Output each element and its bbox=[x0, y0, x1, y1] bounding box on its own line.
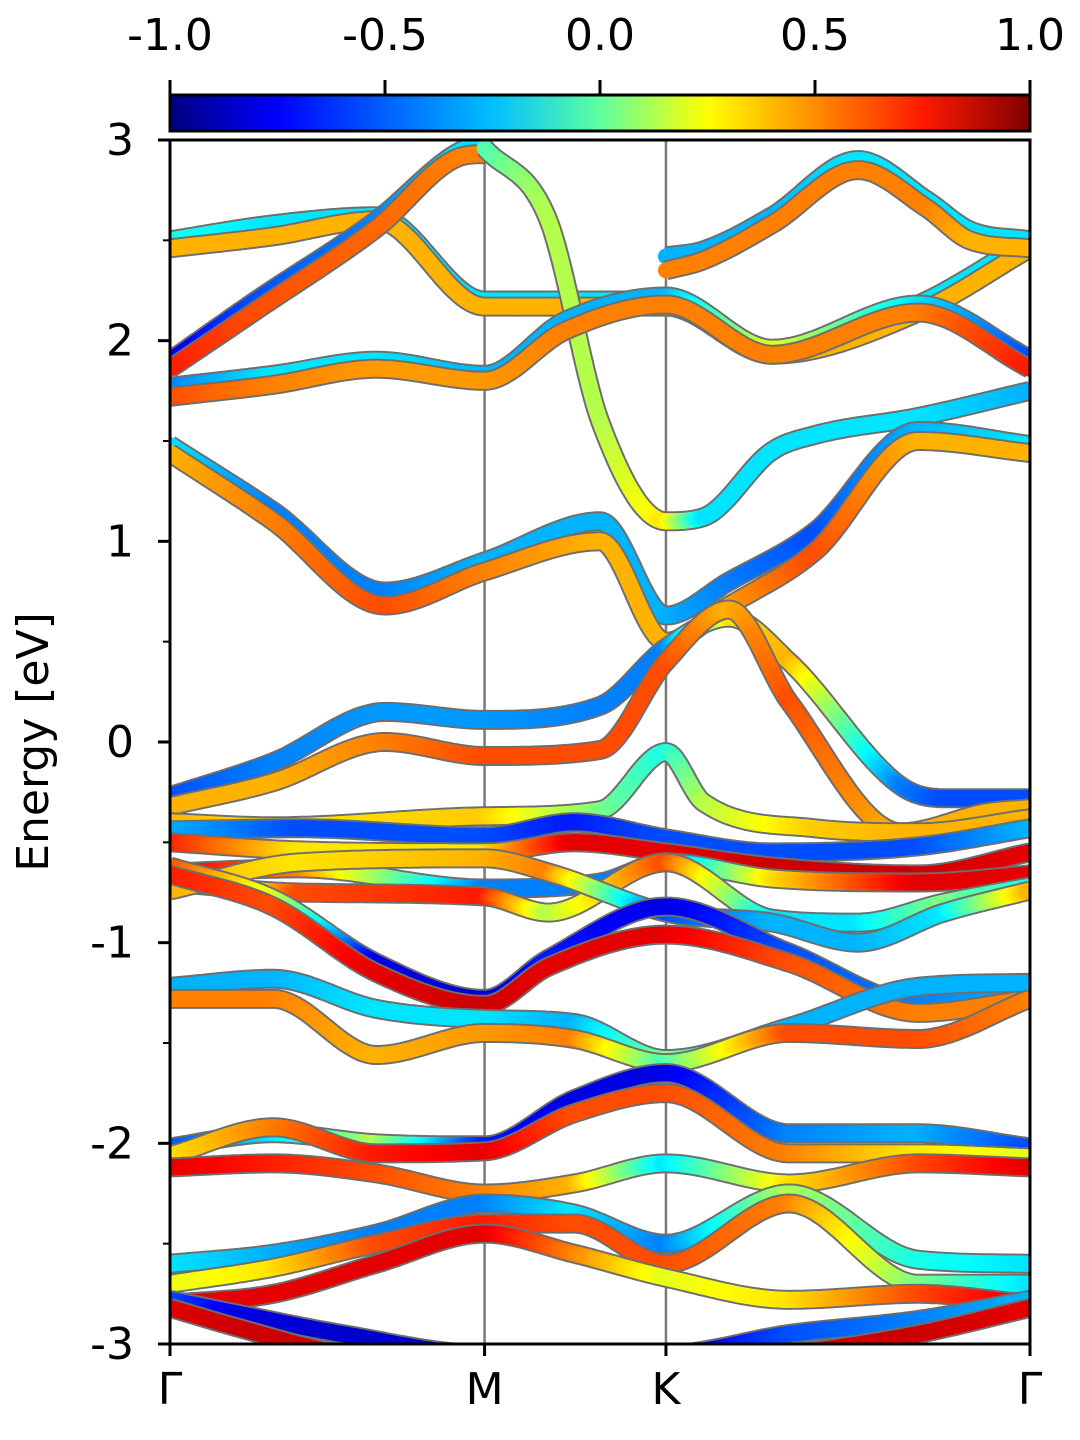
colorbar-tick-label: -1.0 bbox=[127, 10, 213, 61]
colorbar-tick-label: 0.0 bbox=[565, 10, 635, 61]
band-6 bbox=[658, 160, 1030, 281]
colorbar-gradient bbox=[168, 93, 1032, 133]
band-12 bbox=[170, 599, 1030, 843]
band-10 bbox=[170, 431, 1030, 652]
band-8 bbox=[170, 294, 1030, 407]
bands bbox=[170, 140, 1030, 1344]
colorbar: -1.0 -0.5 0.0 0.5 1.0 bbox=[127, 10, 1065, 133]
band-outline bbox=[170, 599, 1030, 843]
band-4 bbox=[476, 140, 1030, 532]
colorbar-ticks: -1.0 -0.5 0.0 0.5 1.0 bbox=[127, 10, 1065, 95]
colorbar-tick-label: -0.5 bbox=[342, 10, 428, 61]
colorbar-tick-label: 0.5 bbox=[780, 10, 850, 61]
colorbar-tick-label: 1.0 bbox=[995, 10, 1065, 61]
